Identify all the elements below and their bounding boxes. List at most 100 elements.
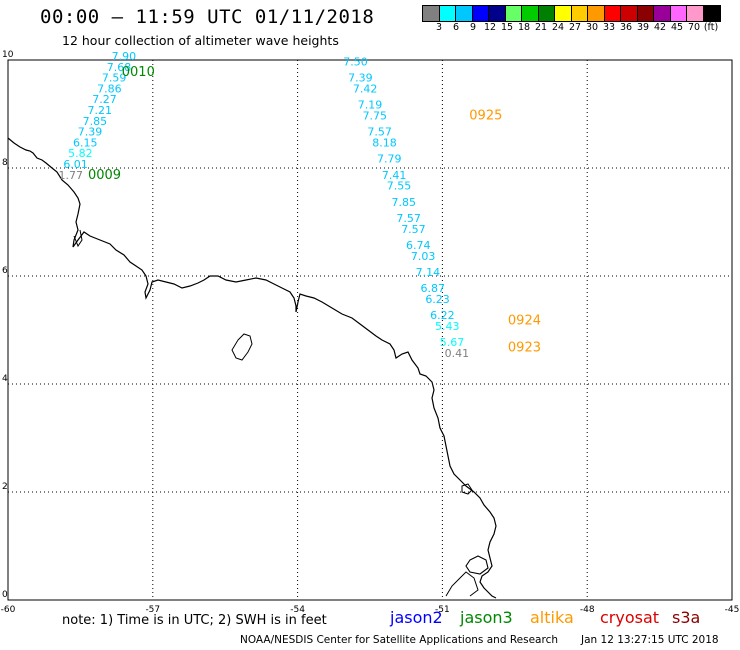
colorbar-label: 70	[687, 22, 701, 33]
page-title: 00:00 – 11:59 UTC 01/11/2018	[40, 6, 375, 28]
colorbar-label: 21	[534, 22, 548, 33]
wave-height-value: 7.50	[343, 55, 368, 68]
wave-height-value: 7.39	[348, 72, 373, 85]
colorbar-cell	[423, 6, 440, 21]
colorbar-cell	[621, 6, 638, 21]
colorbar-label: 33	[602, 22, 616, 33]
colorbar-label: 45	[670, 22, 684, 33]
wave-height-value: 7.57	[401, 223, 426, 236]
colorbar-cell	[439, 6, 456, 21]
estuary-amazon	[445, 571, 479, 597]
pass-time-label: 0010	[122, 65, 155, 80]
altimeter-tracks: 7.907.687.597.867.277.217.857.396.155.82…	[58, 50, 541, 360]
x-tick-label: -60	[1, 605, 16, 615]
wave-height-value: 7.42	[353, 82, 378, 95]
colorbar-cell	[588, 6, 605, 21]
colorbar-label: (ft)	[703, 22, 719, 33]
wave-height-value: 5.43	[435, 320, 460, 333]
map-frame	[7, 59, 733, 601]
wave-height-value: 7.14	[416, 266, 441, 279]
wave-height-value: 8.18	[372, 136, 397, 149]
wave-height-colorbar	[422, 5, 721, 22]
colorbar-label: 27	[568, 22, 582, 33]
wave-height-value: 7.41	[382, 169, 407, 182]
colorbar-cell	[687, 6, 704, 21]
colorbar-cell	[505, 6, 522, 21]
x-tick-label: -57	[145, 605, 160, 615]
colorbar-label: 12	[483, 22, 497, 33]
colorbar-cell	[604, 6, 621, 21]
pass-time-label: 0923	[508, 341, 541, 356]
wave-height-value: 7.57	[367, 126, 392, 139]
wave-height-value: 7.59	[102, 72, 127, 85]
colorbar-cell	[538, 6, 555, 21]
legend-item-cryosat: cryosat	[600, 608, 660, 627]
wave-height-value: 7.86	[97, 82, 122, 95]
y-tick-label: 10	[2, 50, 14, 60]
wave-height-value: 5.82	[68, 147, 93, 160]
wave-height-value: 7.03	[411, 250, 436, 263]
wave-height-value: 7.39	[78, 126, 103, 139]
wave-height-value: 7.55	[387, 180, 412, 193]
wave-height-value: 7.85	[392, 196, 417, 209]
y-tick-label: 8	[2, 158, 8, 168]
x-tick-label: -45	[725, 605, 740, 615]
y-tick-label: 4	[2, 374, 8, 384]
island-marajo	[465, 555, 489, 575]
wave-height-value: 7.21	[87, 104, 112, 117]
coastline	[7, 137, 497, 599]
colorbar-labels: 3 6 9 12 15 18 21 24 27 30 33 36 39 42 45 70 (ft)	[422, 22, 740, 34]
wave-height-value: 7.79	[377, 153, 402, 166]
pass-time-label: 0924	[508, 314, 541, 329]
y-tick-label: 0	[2, 590, 8, 600]
colorbar-cell	[555, 6, 572, 21]
x-tick-label: -48	[580, 605, 595, 615]
legend-item-jason3: jason3	[460, 608, 513, 627]
colorbar-label: 18	[517, 22, 531, 33]
x-tick-label: -51	[435, 605, 450, 615]
y-tick-label: 2	[2, 482, 8, 492]
wave-height-value: 7.27	[92, 93, 117, 106]
wave-height-value: 6.87	[420, 282, 445, 295]
colorbar-cell	[472, 6, 489, 21]
wave-height-value: 7.90	[112, 50, 137, 63]
legend-item-altika: altika	[530, 608, 574, 627]
legend-item-jason2: jason2	[390, 608, 443, 627]
wave-height-value: 7.85	[83, 115, 108, 128]
coastline-main	[7, 137, 497, 599]
colorbar-cell	[703, 6, 720, 21]
wave-height-value: 6.23	[425, 293, 450, 306]
colorbar-label: 39	[636, 22, 650, 33]
wave-height-value: 6.01	[63, 158, 88, 171]
colorbar-cell	[489, 6, 506, 21]
wave-height-value: 7.75	[363, 109, 388, 122]
wave-height-value: 1.77	[58, 169, 83, 182]
colorbar-cell	[456, 6, 473, 21]
pass-time-label: 0009	[88, 168, 121, 183]
colorbar-label: 24	[551, 22, 565, 33]
colorbar-cell	[670, 6, 687, 21]
map-grid	[8, 60, 732, 600]
wave-height-value: 0.41	[445, 347, 470, 360]
map-axes: -60 -57 -54 -51 -48 -45 0 2 4 6 8 10	[1, 50, 740, 615]
colorbar-cell	[637, 6, 654, 21]
credit-text: NOAA/NESDIS Center for Satellite Applica…	[240, 634, 558, 646]
island-small-1	[461, 483, 473, 495]
colorbar-cell	[571, 6, 588, 21]
page-subtitle: 12 hour collection of altimeter wave hei…	[62, 33, 339, 48]
x-tick-label: -54	[290, 605, 305, 615]
colorbar-label: 6	[452, 22, 460, 33]
colorbar-cell	[654, 6, 671, 21]
lake-brokopondo	[231, 333, 253, 361]
colorbar-label: 9	[469, 22, 477, 33]
y-tick-label: 6	[2, 266, 8, 276]
colorbar-label: 3	[435, 22, 443, 33]
wave-height-value: 5.67	[440, 336, 465, 349]
wave-height-value: 6.22	[430, 309, 455, 322]
colorbar-label: 36	[619, 22, 633, 33]
legend-item-s3a: s3a	[672, 608, 701, 627]
wave-height-value: 6.15	[73, 136, 98, 149]
wave-height-value: 6.74	[406, 239, 431, 252]
